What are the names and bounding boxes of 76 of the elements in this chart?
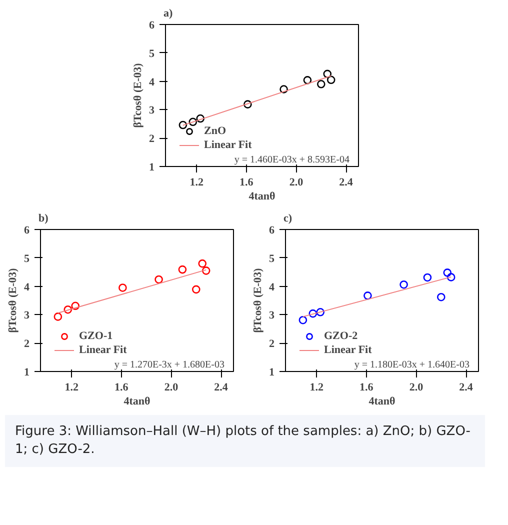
chart-title: c) <box>284 212 292 224</box>
legend-label: GZO-2 <box>324 329 358 343</box>
point <box>118 284 127 292</box>
y-axis-title: βTcosθ (E-03) <box>7 268 19 333</box>
point <box>308 309 318 318</box>
y-tick-label: 2 <box>149 133 155 146</box>
y-tick-label: 2 <box>24 338 30 350</box>
y-tick-label: 5 <box>269 252 275 265</box>
point <box>244 100 252 108</box>
y-tick-label: 4 <box>149 76 155 88</box>
legend-label: Linear Fit <box>204 138 252 152</box>
x-tick-label: 2.4 <box>214 382 228 394</box>
y-tick-label: 4 <box>24 281 30 294</box>
y-tick-label: 3 <box>149 104 155 117</box>
y-tick-label: 5 <box>149 48 155 60</box>
y-tick-label: 2 <box>269 338 275 350</box>
point <box>443 268 452 277</box>
point <box>198 259 207 268</box>
point <box>178 120 188 130</box>
x-axis-title: 4tanθ <box>124 396 151 408</box>
y-tick-label: 6 <box>24 224 30 236</box>
x-tick-label: 1.6 <box>114 382 129 394</box>
y-tick-label: 4 <box>269 281 275 294</box>
point <box>323 70 332 78</box>
legend-label: Linear Fit <box>324 343 372 357</box>
point <box>364 292 372 300</box>
x-tick-label: 1.2 <box>310 382 324 394</box>
x-tick-label: 1.6 <box>240 176 254 188</box>
x-tick-label: 1.2 <box>190 176 204 188</box>
point <box>316 80 326 88</box>
point <box>202 266 210 275</box>
chart-title: b) <box>38 212 49 224</box>
point <box>154 275 163 284</box>
legend-label: GZO-1 <box>79 329 113 343</box>
legend-label: ZnO <box>204 124 226 138</box>
point <box>400 280 408 289</box>
point <box>446 273 456 282</box>
annotation: y = 1.270E-3x + 1.680E-03 <box>114 360 224 370</box>
legend-label: Linear Fit <box>79 343 127 357</box>
annotation: y = 1.460E-03x + 8.593E-04 <box>234 154 350 166</box>
point <box>64 305 72 314</box>
y-tick-label: 6 <box>269 224 275 236</box>
annotation: y = 1.180E-03x + 1.640E-03 <box>354 360 470 370</box>
point <box>303 76 312 84</box>
x-axis-title: 4tanθ <box>368 396 396 408</box>
point <box>188 118 198 126</box>
caption: Figure 3: Williamson–Hall (W–H) plots of the samples: a) ZnO; b) GZO-1; c) GZO-2. <box>5 415 485 468</box>
point <box>178 265 187 274</box>
x-tick-label: 2.0 <box>289 176 304 188</box>
y-tick-label: 1 <box>149 162 154 174</box>
point <box>71 302 80 310</box>
y-tick-label: 1 <box>269 366 274 378</box>
point <box>280 85 288 94</box>
point <box>326 76 336 84</box>
y-tick-label: 5 <box>24 252 30 265</box>
y-tick-label: 3 <box>24 310 30 322</box>
point <box>192 285 200 294</box>
x-tick-label: 2.4 <box>459 382 474 394</box>
y-tick-label: 6 <box>149 20 155 32</box>
y-axis-title: βTcosθ (E-03) <box>252 268 264 333</box>
point <box>196 114 205 123</box>
y-tick-label: 1 <box>24 366 30 378</box>
x-tick-label: 2.0 <box>164 382 179 394</box>
x-tick-label: 2.0 <box>409 382 424 394</box>
x-tick-label: 1.6 <box>360 382 374 394</box>
point <box>423 273 432 282</box>
point <box>436 292 446 302</box>
point <box>316 308 325 316</box>
chart-title: a) <box>164 8 173 20</box>
point <box>54 312 62 321</box>
point <box>298 316 308 324</box>
y-tick-label: 3 <box>269 310 275 322</box>
x-tick-label: 2.4 <box>339 176 354 188</box>
y-axis-title: βTcosθ (E-03) <box>132 62 144 128</box>
x-axis-title: 4tanθ <box>248 190 276 202</box>
x-tick-label: 1.2 <box>64 382 80 394</box>
